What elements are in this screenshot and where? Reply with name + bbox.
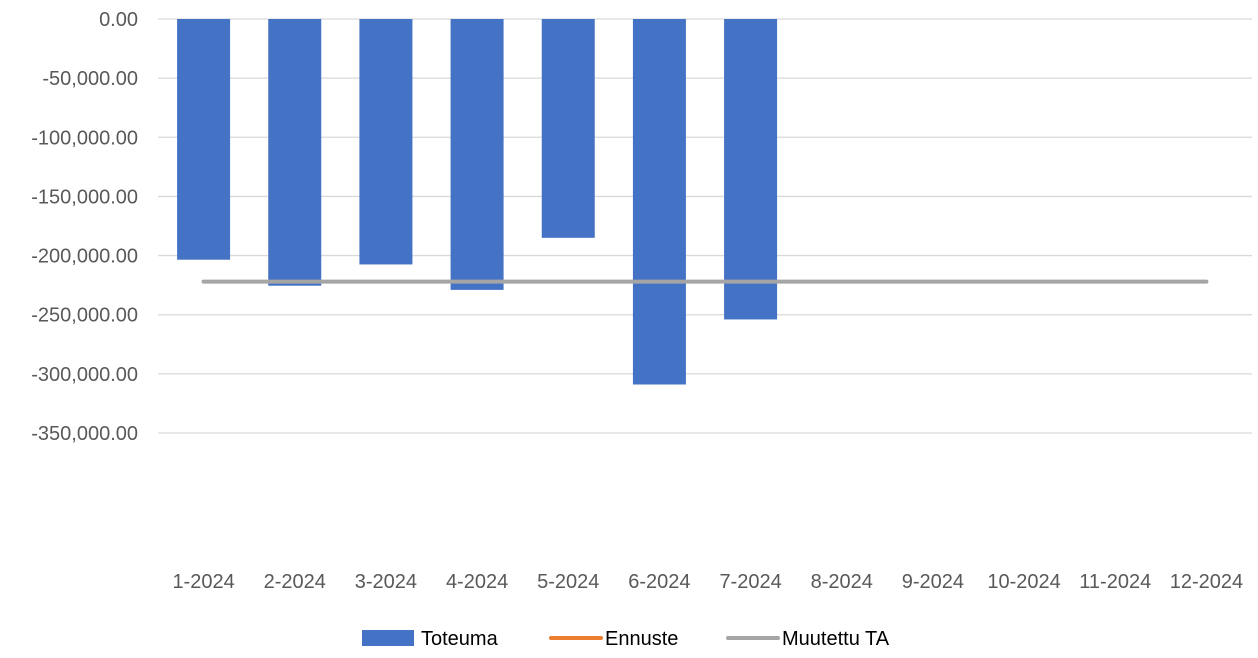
y-tick-label: -250,000.00 bbox=[31, 305, 138, 327]
x-tick-label: 6-2024 bbox=[628, 571, 690, 593]
y-tick-label: -150,000.00 bbox=[31, 186, 138, 208]
x-tick-label: 10-2024 bbox=[987, 571, 1060, 593]
x-tick-label: 1-2024 bbox=[172, 571, 234, 593]
x-tick-label: 4-2024 bbox=[446, 571, 508, 593]
x-tick-label: 7-2024 bbox=[719, 571, 781, 593]
bar bbox=[268, 19, 322, 286]
x-tick-label: 11-2024 bbox=[1079, 571, 1151, 593]
legend-swatch bbox=[362, 630, 414, 646]
y-tick-label: -350,000.00 bbox=[31, 423, 138, 445]
x-tick-label: 5-2024 bbox=[537, 571, 599, 593]
bar bbox=[359, 19, 413, 265]
y-axis-ticks: 0.00 -50,000.00 -100,000.00 -150,000.00 -200… bbox=[31, 9, 138, 445]
gridlines bbox=[158, 18, 1252, 434]
bar bbox=[632, 19, 686, 385]
legend: Toteuma Ennuste Muutettu TA bbox=[362, 628, 890, 650]
x-tick-label: 2-2024 bbox=[264, 571, 326, 593]
y-tick-label: -50,000.00 bbox=[42, 68, 138, 90]
legend-label: Toteuma bbox=[421, 628, 499, 650]
bar bbox=[450, 19, 504, 290]
x-axis-ticks: 1-2024 2-2024 3-2024 4-2024 5-2024 6-2024 7-20… bbox=[172, 571, 1243, 593]
bar bbox=[724, 19, 778, 320]
x-tick-label: 9-2024 bbox=[902, 571, 964, 593]
bar bbox=[541, 19, 595, 238]
legend-label: Muutettu TA bbox=[782, 628, 890, 650]
y-tick-label: -300,000.00 bbox=[31, 364, 138, 386]
bars-toteuma bbox=[177, 19, 778, 385]
x-tick-label: 12-2024 bbox=[1170, 571, 1243, 593]
x-tick-label: 3-2024 bbox=[355, 571, 417, 593]
x-tick-label: 8-2024 bbox=[811, 571, 873, 593]
y-tick-label: -200,000.00 bbox=[31, 246, 138, 268]
legend-label: Ennuste bbox=[605, 628, 678, 650]
y-tick-label: 0.00 bbox=[99, 9, 138, 31]
bar bbox=[177, 19, 231, 260]
y-tick-label: -100,000.00 bbox=[31, 127, 138, 149]
